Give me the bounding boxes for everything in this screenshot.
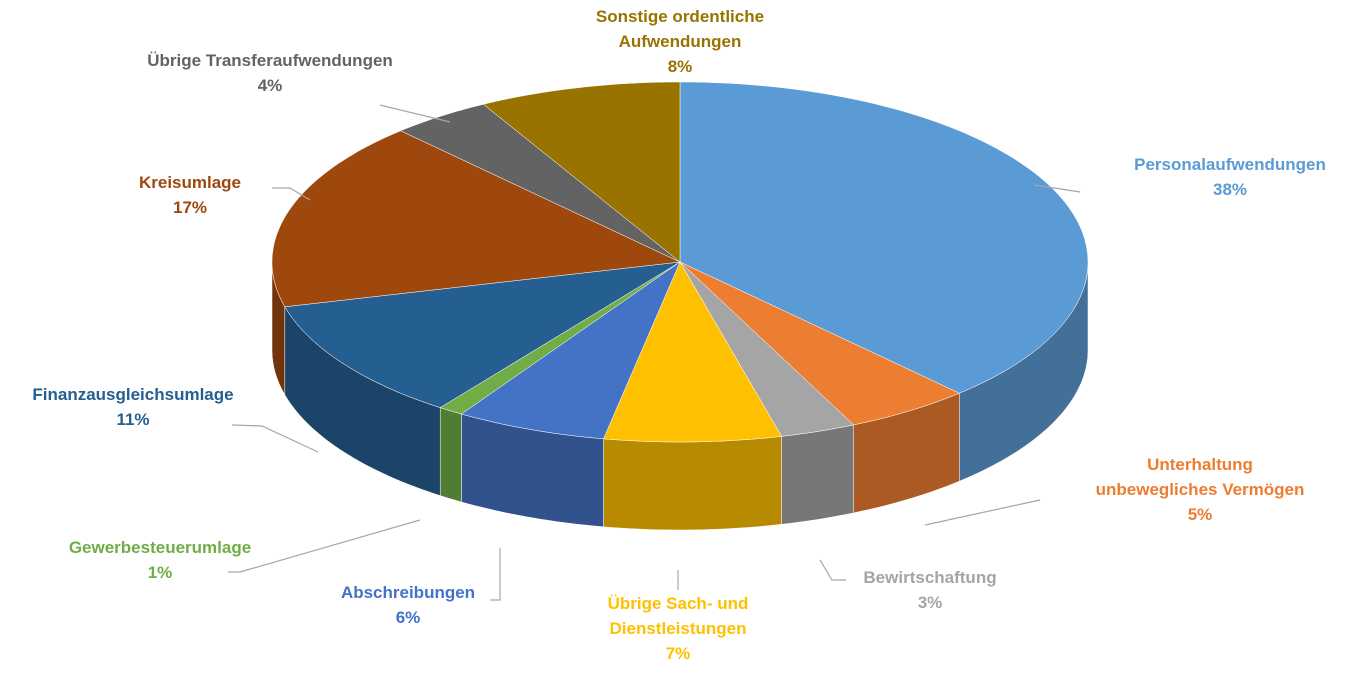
leader-line: [231, 424, 319, 453]
data-label: Personalaufwendungen 38%: [1100, 152, 1349, 202]
slice-side: [439, 407, 462, 503]
slice: [679, 81, 1089, 394]
label-value: 7%: [665, 644, 691, 663]
label-name: Bewirtschaftung: [863, 568, 997, 587]
label-name: Sonstige ordentliche Aufwendungen: [595, 7, 765, 51]
data-label: Kreisumlage 17%: [90, 170, 290, 220]
label-name: Finanzausgleichsumlage: [32, 385, 234, 404]
slice: [603, 261, 782, 443]
slice: [679, 261, 960, 426]
slice: [460, 261, 681, 440]
slice: [482, 81, 681, 263]
label-value: 8%: [667, 57, 693, 76]
leader-line: [272, 187, 311, 201]
label-value: 4%: [257, 76, 283, 95]
data-label: Unterhaltung unbewegliches Vermögen 5%: [1095, 452, 1305, 527]
slice: [400, 104, 681, 263]
data-label: Bewirtschaftung 3%: [840, 565, 1020, 615]
label-value: 6%: [395, 608, 421, 627]
label-value: 3%: [917, 593, 943, 612]
label-name: Abschreibungen: [340, 583, 476, 602]
slice: [679, 261, 855, 437]
label-value: 1%: [147, 563, 173, 582]
data-label: Sonstige ordentliche Aufwendungen 8%: [580, 4, 780, 79]
label-value: 5%: [1187, 505, 1213, 524]
leader-line: [924, 499, 1041, 526]
data-label: Übrige Transferaufwendungen 4%: [110, 48, 430, 98]
data-label: Finanzausgleichsumlage 11%: [3, 382, 263, 432]
data-label: Gewerbesteuerumlage 1%: [40, 535, 280, 585]
label-name: Personalaufwendungen: [1134, 155, 1326, 174]
label-value: 11%: [116, 410, 150, 429]
data-label: Abschreibungen 6%: [308, 580, 508, 630]
data-label: Übrige Sach- und Dienstleistungen 7%: [588, 591, 768, 666]
label-value: 17%: [172, 198, 208, 217]
slice: [271, 130, 681, 308]
label-name: Kreisumlage: [138, 173, 242, 192]
leader-line: [1034, 184, 1081, 193]
leader-line: [819, 559, 846, 581]
slice: [284, 261, 681, 408]
slice-side: [603, 436, 782, 531]
label-value: 38%: [1212, 180, 1248, 199]
leader-line: [228, 519, 421, 573]
label-name: Gewerbesteuerumlage: [68, 538, 252, 557]
leader-line: [490, 548, 501, 601]
leader-line: [379, 104, 451, 123]
label-name: Unterhaltung unbewegliches Vermögen: [1095, 455, 1305, 499]
label-name: Übrige Sach- und Dienstleistungen: [607, 594, 749, 638]
label-name: Übrige Transferaufwendungen: [147, 51, 393, 70]
slice-side: [781, 424, 854, 525]
